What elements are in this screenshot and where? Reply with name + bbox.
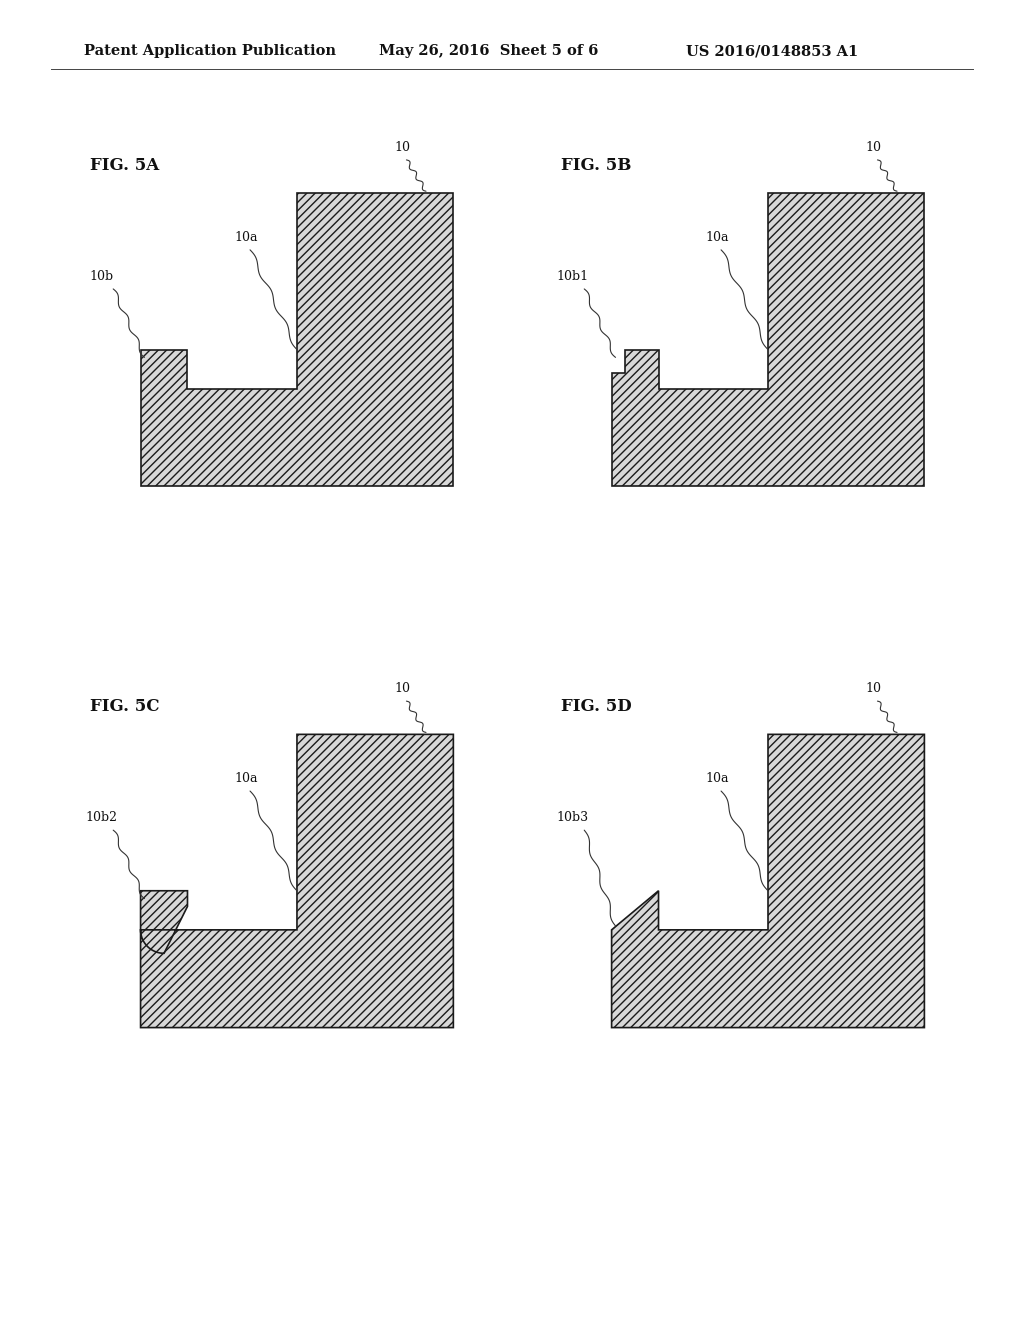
Polygon shape [611, 193, 925, 486]
Text: 10a: 10a [234, 231, 258, 244]
Text: 10b1: 10b1 [556, 271, 589, 282]
Text: FIG. 5B: FIG. 5B [561, 157, 631, 174]
Text: FIG. 5A: FIG. 5A [90, 157, 159, 174]
Text: 10b: 10b [89, 271, 114, 282]
Text: 10: 10 [394, 141, 411, 154]
Text: May 26, 2016  Sheet 5 of 6: May 26, 2016 Sheet 5 of 6 [379, 45, 598, 58]
Polygon shape [140, 193, 454, 486]
Text: 10a: 10a [706, 231, 729, 244]
Text: 10a: 10a [234, 772, 258, 785]
Text: FIG. 5D: FIG. 5D [561, 698, 632, 715]
Polygon shape [611, 734, 925, 1027]
Text: Patent Application Publication: Patent Application Publication [84, 45, 336, 58]
Text: 10b2: 10b2 [85, 812, 118, 824]
Text: 10: 10 [865, 682, 882, 696]
Text: 10: 10 [394, 682, 411, 696]
Text: 10a: 10a [706, 772, 729, 785]
Text: FIG. 5C: FIG. 5C [90, 698, 160, 715]
Polygon shape [140, 734, 454, 1027]
Text: 10: 10 [865, 141, 882, 154]
Text: US 2016/0148853 A1: US 2016/0148853 A1 [686, 45, 858, 58]
Text: 10b3: 10b3 [556, 812, 589, 824]
